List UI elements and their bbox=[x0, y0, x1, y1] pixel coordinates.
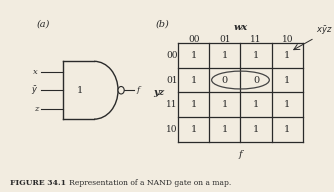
Text: 11: 11 bbox=[250, 35, 262, 44]
Text: $x\bar{y}z$: $x\bar{y}z$ bbox=[316, 24, 333, 36]
Text: 1: 1 bbox=[284, 125, 290, 134]
Text: 1: 1 bbox=[222, 100, 228, 109]
Text: 0: 0 bbox=[222, 75, 228, 84]
Text: 01: 01 bbox=[219, 35, 231, 44]
Text: 1: 1 bbox=[222, 125, 228, 134]
Text: 01: 01 bbox=[166, 75, 178, 84]
Text: 1: 1 bbox=[191, 125, 197, 134]
Text: 00: 00 bbox=[188, 35, 199, 44]
Text: 1: 1 bbox=[222, 51, 228, 60]
Text: 1: 1 bbox=[191, 100, 197, 109]
Text: wx: wx bbox=[233, 23, 247, 32]
Circle shape bbox=[118, 87, 124, 94]
Text: FIGURE 34.1: FIGURE 34.1 bbox=[10, 179, 66, 187]
Text: (a): (a) bbox=[37, 19, 50, 28]
Text: yz: yz bbox=[153, 88, 164, 97]
Text: Representation of a NAND gate on a map.: Representation of a NAND gate on a map. bbox=[62, 179, 231, 187]
Text: 11: 11 bbox=[166, 100, 178, 109]
Text: 1: 1 bbox=[253, 125, 259, 134]
Text: z: z bbox=[34, 105, 38, 113]
Text: 10: 10 bbox=[282, 35, 293, 44]
Text: 1: 1 bbox=[284, 100, 290, 109]
Text: f: f bbox=[239, 150, 242, 159]
Text: 1: 1 bbox=[284, 75, 290, 84]
Text: x: x bbox=[33, 68, 38, 76]
Text: 1: 1 bbox=[77, 86, 84, 95]
Text: 00: 00 bbox=[166, 51, 178, 60]
Text: 1: 1 bbox=[191, 51, 197, 60]
Text: 1: 1 bbox=[191, 75, 197, 84]
Text: 0: 0 bbox=[253, 75, 259, 84]
Text: 1: 1 bbox=[253, 100, 259, 109]
Text: $\bar{y}$: $\bar{y}$ bbox=[31, 84, 38, 97]
Text: f: f bbox=[136, 86, 139, 94]
Text: (b): (b) bbox=[155, 19, 169, 28]
Text: 1: 1 bbox=[284, 51, 290, 60]
Text: 1: 1 bbox=[253, 51, 259, 60]
Text: 10: 10 bbox=[166, 125, 178, 134]
